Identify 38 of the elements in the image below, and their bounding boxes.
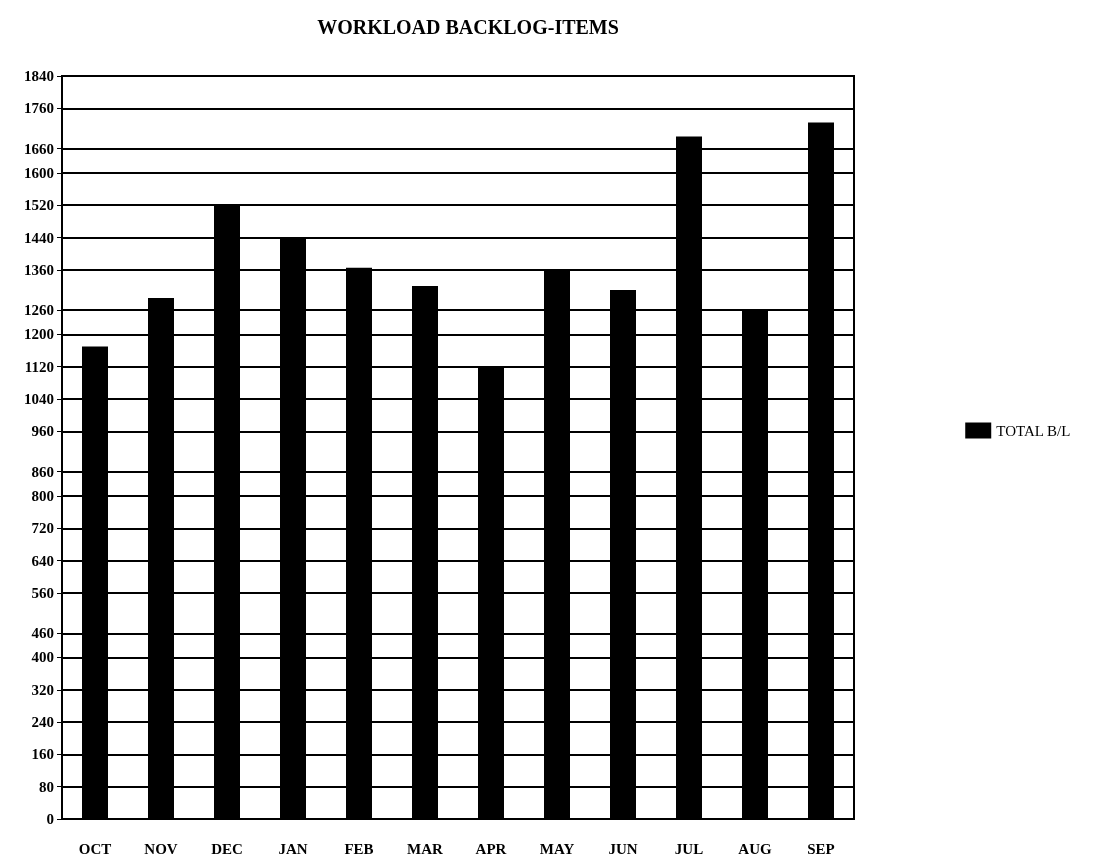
- x-tick-label: NOV: [144, 840, 178, 857]
- x-tick-label: JUN: [608, 840, 638, 857]
- y-tick-label: 1840: [24, 68, 54, 84]
- y-tick-label: 1760: [24, 100, 54, 117]
- y-tick-label: 240: [31, 714, 54, 731]
- y-tick-label: 720: [31, 520, 54, 537]
- x-tick-label: APR: [475, 840, 507, 857]
- y-tick-label: 960: [31, 423, 54, 440]
- y-tick-label: 1260: [24, 302, 54, 319]
- x-tick-label: AUG: [738, 840, 772, 857]
- x-tick-label: JAN: [278, 840, 308, 857]
- x-tick-label: SEP: [807, 840, 835, 857]
- x-tick-label: DEC: [211, 840, 243, 857]
- y-tick-label: 800: [31, 487, 54, 504]
- y-tick-label: 1040: [24, 391, 54, 408]
- y-tick-label: 1660: [24, 140, 54, 157]
- x-tick-label: MAY: [539, 840, 575, 857]
- y-tick-label: 460: [31, 625, 54, 642]
- x-tick-label: OCT: [78, 840, 112, 857]
- y-tick-label: 1600: [24, 164, 54, 181]
- y-tick-label: 80: [39, 778, 54, 795]
- y-tick-label: 1120: [24, 358, 54, 375]
- legend-label: TOTAL B/L: [996, 422, 1071, 439]
- y-tick-label: 560: [31, 584, 54, 601]
- y-tick-label: 1440: [24, 229, 54, 246]
- y-tick-label: 1200: [24, 326, 54, 343]
- y-tick-label: 640: [31, 552, 54, 569]
- y-tick-label: 1360: [24, 261, 54, 278]
- x-tick-label: JUL: [674, 840, 704, 857]
- y-tick-label: 0: [46, 811, 54, 827]
- y-tick-label: 160: [31, 746, 54, 763]
- y-tick-label: 320: [31, 681, 54, 698]
- x-tick-label: MAR: [407, 840, 444, 857]
- y-tick-label: 400: [31, 649, 54, 666]
- y-tick-label: 860: [31, 463, 54, 480]
- chart-title: WORKLOAD BACKLOG-ITEMS: [317, 16, 619, 38]
- x-tick-label: FEB: [344, 840, 374, 857]
- y-tick-label: 1520: [24, 197, 54, 214]
